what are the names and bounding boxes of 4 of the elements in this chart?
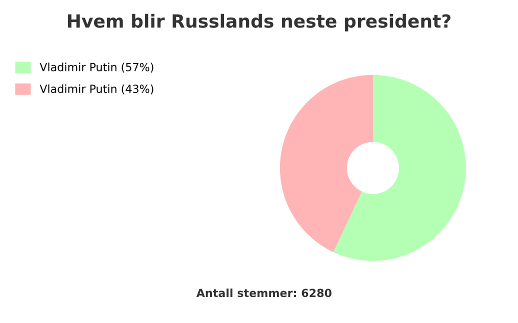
legend-label: Vladimir Putin (57%)	[40, 62, 154, 73]
legend-label: Vladimir Putin (43%)	[40, 84, 154, 94]
text: Antall stemmer: 6280	[196, 288, 332, 298]
chart-title: Hvem blir Russlands neste president?	[68, 14, 450, 32]
